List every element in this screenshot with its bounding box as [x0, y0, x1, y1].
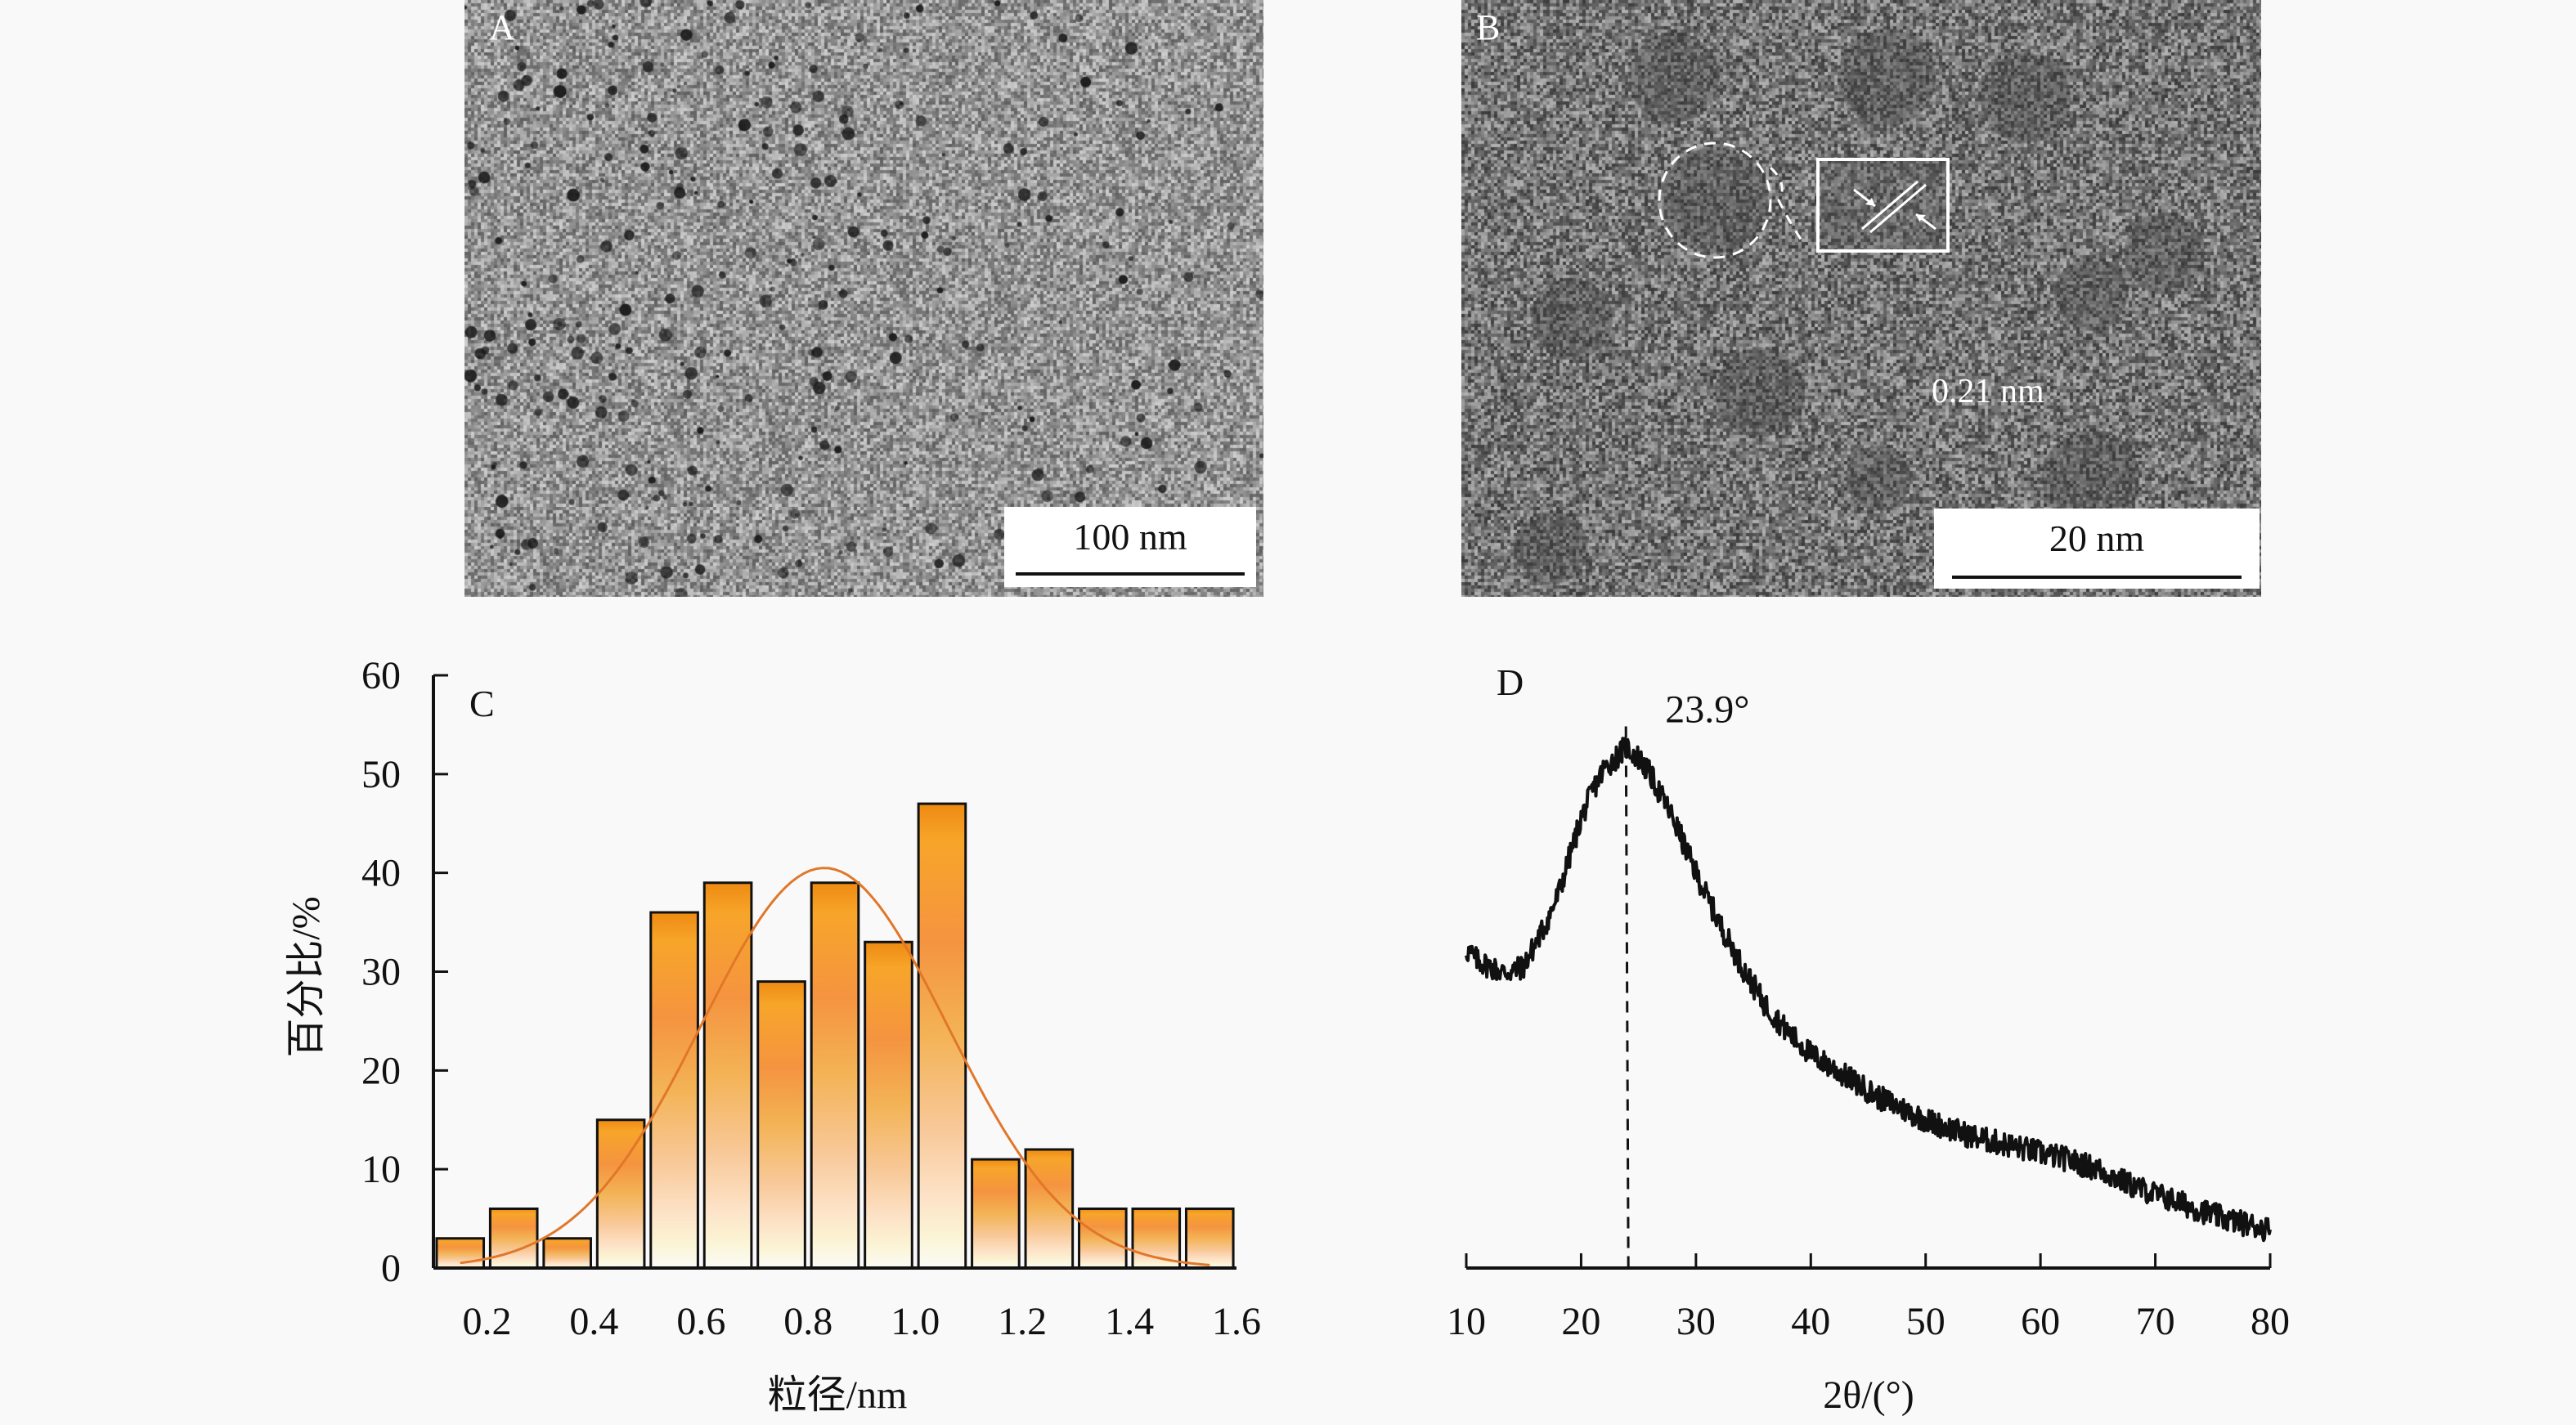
- x-tick-label: 10: [1447, 1300, 1486, 1343]
- x-tick-label: 0.6: [676, 1300, 725, 1343]
- x-axis-title-text: 2θ/(°): [1823, 1373, 1914, 1417]
- histogram-bar: [971, 1158, 1021, 1270]
- panel-label-c: C: [469, 683, 495, 724]
- x-tick-label: 70: [2136, 1300, 2175, 1343]
- gaussian-fit-curve: [460, 867, 1210, 1266]
- scale-bar-a-label: 100 nm: [1073, 516, 1187, 558]
- y-tick-label: 20: [361, 1049, 401, 1092]
- fringe-line-2: [1869, 183, 1927, 234]
- panel-label-d: D: [1497, 661, 1524, 703]
- arrow-head-icon: [1916, 214, 1926, 222]
- hrtem-image-panel-b: B 0.21 nm 20 nm: [1461, 0, 2261, 597]
- y-tick-label: 30: [361, 951, 401, 994]
- x-tick-label: 1.0: [891, 1300, 940, 1343]
- x-tick-label: 50: [1906, 1300, 1945, 1343]
- y-tick-label: 0: [381, 1247, 401, 1290]
- scale-bar-a-line: [1016, 572, 1245, 576]
- hrtem-image-b: [1461, 0, 2261, 597]
- histogram-bar: [864, 940, 913, 1270]
- x-tick-label: 0.8: [783, 1300, 832, 1343]
- fringe-line-1: [1861, 180, 1919, 231]
- panel-label-a: A: [489, 7, 515, 47]
- histogram-bar: [1184, 1208, 1235, 1270]
- scale-bar-b: 20 nm: [1934, 509, 2260, 589]
- x-tick-label: 20: [1561, 1300, 1600, 1343]
- y-tick-label: 10: [361, 1148, 401, 1191]
- xrd-series-line: [1465, 737, 2272, 1243]
- x-axis-title: 2θ/(°): [1823, 1373, 1914, 1417]
- x-axis-title: 粒径/nm: [768, 1373, 908, 1417]
- histogram-bar: [810, 881, 860, 1270]
- x-tick-label: 60: [2021, 1300, 2060, 1343]
- y-tick-label: 50: [361, 753, 401, 796]
- x-tick-label: 0.2: [462, 1300, 511, 1343]
- tem-image-a: [464, 0, 1263, 597]
- y-axis-title: 百分比/%: [285, 896, 328, 1057]
- particle-highlight-circle: [1658, 141, 1772, 259]
- y-tick-label: 40: [361, 852, 401, 895]
- histogram-bar: [488, 1208, 539, 1270]
- scale-bar-b-line: [1952, 576, 2242, 579]
- x-tick-label: 30: [1676, 1300, 1716, 1343]
- tem-image-panel-a: A 100 nm: [464, 0, 1263, 597]
- x-tick-label: 40: [1791, 1300, 1830, 1343]
- arrow-head-icon: [1865, 198, 1875, 206]
- x-tick-label: 1.4: [1105, 1300, 1154, 1343]
- x-tick-label: 80: [2251, 1300, 2290, 1343]
- x-tick-label: 1.6: [1212, 1300, 1261, 1343]
- inset-box: [1816, 158, 1950, 253]
- x-tick-label: 0.4: [569, 1300, 618, 1343]
- x-tick-label: 1.2: [998, 1300, 1047, 1343]
- lattice-spacing-label: 0.21 nm: [1932, 373, 2044, 410]
- panel-label-b: B: [1476, 7, 1501, 47]
- scale-bar-b-label: 20 nm: [2049, 518, 2145, 559]
- y-tick-label: 60: [361, 654, 401, 697]
- peak-marker-line: [1624, 726, 1630, 1269]
- peak-annotation-label: 23.9°: [1665, 688, 1749, 732]
- scale-bar-a: 100 nm: [1004, 507, 1256, 587]
- lattice-annotation: [1658, 141, 1950, 259]
- zoom-connector-lines: [1769, 166, 1806, 246]
